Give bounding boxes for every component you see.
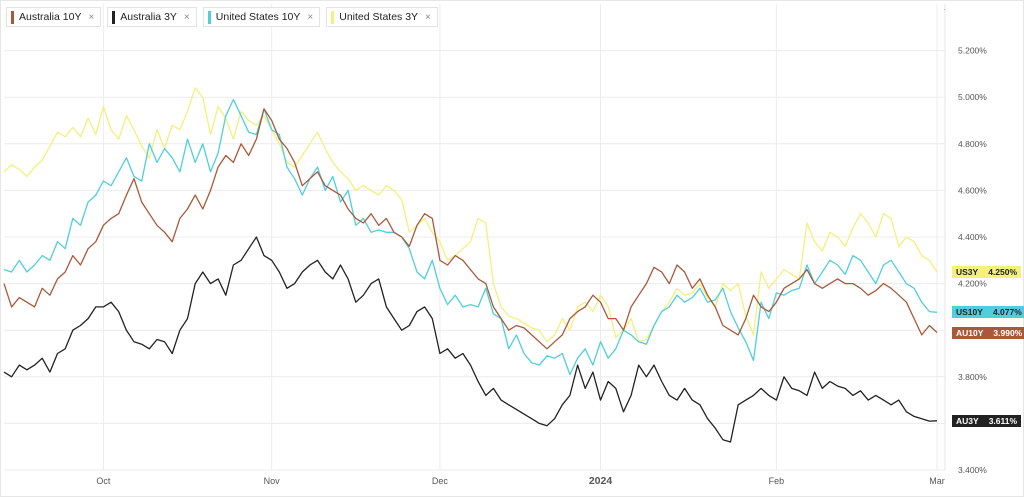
chart-settings-icon[interactable]: · [943, 4, 946, 14]
x-tick-label: Oct [96, 476, 111, 486]
y-tick-label: 4.400% [958, 232, 987, 242]
series-line [3, 108, 938, 350]
x-tick-label: Feb [769, 476, 785, 486]
remove-series-icon[interactable]: × [183, 11, 190, 23]
legend-swatch [11, 10, 14, 24]
tag-name: US3Y [956, 266, 979, 277]
y-tick-label: 4.600% [958, 185, 987, 195]
legend-item-us-3y[interactable]: United States 3Y × [326, 7, 438, 27]
remove-series-icon[interactable]: × [88, 11, 95, 23]
tag-name: AU3Y [956, 415, 979, 426]
y-tick-label: 3.800% [958, 372, 987, 382]
legend-label: Australia 10Y [19, 11, 82, 23]
x-tick-label: Mar [929, 476, 945, 486]
tag-name: US10Y [956, 307, 983, 318]
series-line [3, 98, 938, 376]
remove-series-icon[interactable]: × [425, 11, 431, 23]
remove-series-icon[interactable]: × [307, 11, 314, 23]
legend-item-australia-3y[interactable]: Australia 3Y × [107, 7, 197, 27]
legend-swatch [112, 10, 116, 24]
legend-swatch [207, 10, 211, 24]
series-line [3, 87, 938, 343]
legend-item-us-10y[interactable]: United States 10Y × [202, 7, 321, 27]
legend-label: United States 3Y [339, 11, 419, 23]
y-tick-label: 4.800% [958, 139, 987, 149]
y-tick-label: 5.000% [958, 92, 987, 102]
x-tick-label: Dec [432, 476, 449, 486]
y-tick-label: 4.200% [958, 279, 987, 289]
tag-name: AU10Y [956, 327, 984, 338]
legend-item-australia-10y[interactable]: Australia 10Y × [6, 7, 102, 27]
price-tag-au10y: AU10Y 3.990% [952, 326, 1024, 339]
price-tag-us10y: US10Y 4.077% [952, 306, 1024, 319]
series-line [3, 236, 938, 443]
y-tick-label: 3.400% [958, 465, 987, 475]
legend-label: United States 10Y [215, 11, 301, 23]
tag-value: 4.077% [992, 307, 1022, 318]
tag-value: 4.250% [988, 266, 1018, 277]
legend-swatch [331, 10, 335, 24]
legend: Australia 10Y × Australia 3Y × United St… [6, 7, 438, 27]
y-tick-label: 5.200% [958, 46, 987, 56]
legend-label: Australia 3Y [120, 11, 177, 23]
tag-value: 3.611% [988, 415, 1018, 426]
price-tag-us3y: US3Y 4.250% [952, 265, 1022, 278]
x-tick-label: 2024 [589, 475, 613, 487]
x-tick-label: Nov [264, 476, 281, 486]
price-tag-au3y: AU3Y 3.611% [952, 414, 1022, 427]
tag-value: 3.990% [993, 327, 1023, 338]
